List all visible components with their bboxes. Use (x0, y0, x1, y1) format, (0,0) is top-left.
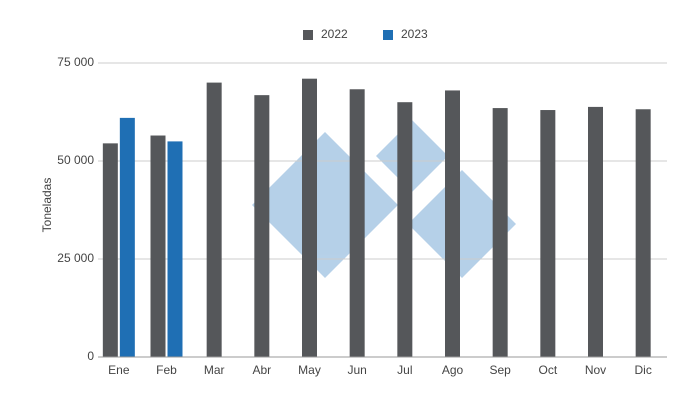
x-tick-label: Nov (585, 363, 606, 377)
bar (588, 106, 603, 358)
x-tick-label: Ene (108, 363, 130, 377)
legend-label: 2022 (321, 27, 348, 41)
y-tick-label: 25 000 (57, 251, 94, 265)
bar (492, 108, 508, 357)
bar (167, 141, 183, 357)
y-tick-label: 0 (87, 349, 94, 363)
bar (349, 89, 365, 357)
bar (254, 95, 270, 358)
y-tick-label: 75 000 (57, 55, 94, 69)
x-tick-label: Sep (489, 363, 511, 377)
x-tick-label: Dic (634, 363, 651, 377)
x-tick-label: Feb (156, 363, 177, 377)
y-axis-label: Toneladas (40, 178, 54, 233)
x-tick-label: Mar (204, 363, 225, 377)
bar (206, 82, 222, 357)
bar (540, 110, 556, 357)
x-tick-label: Abr (252, 363, 271, 377)
bar (102, 143, 118, 357)
bar (119, 117, 135, 357)
x-tick-label: Oct (538, 363, 557, 377)
x-tick-label: May (298, 363, 321, 377)
bar (635, 109, 651, 357)
x-tick-label: Jul (397, 363, 412, 377)
y-tick-label: 50 000 (57, 153, 94, 167)
x-tick-label: Jun (347, 363, 366, 377)
bar (302, 78, 317, 358)
legend-label: 2023 (401, 27, 428, 41)
bar (150, 135, 166, 357)
x-tick-label: Ago (442, 363, 464, 377)
bar (445, 90, 460, 357)
watermark (252, 120, 516, 278)
legend-swatch (303, 30, 313, 40)
bar (397, 102, 413, 357)
legend-swatch (383, 30, 393, 40)
